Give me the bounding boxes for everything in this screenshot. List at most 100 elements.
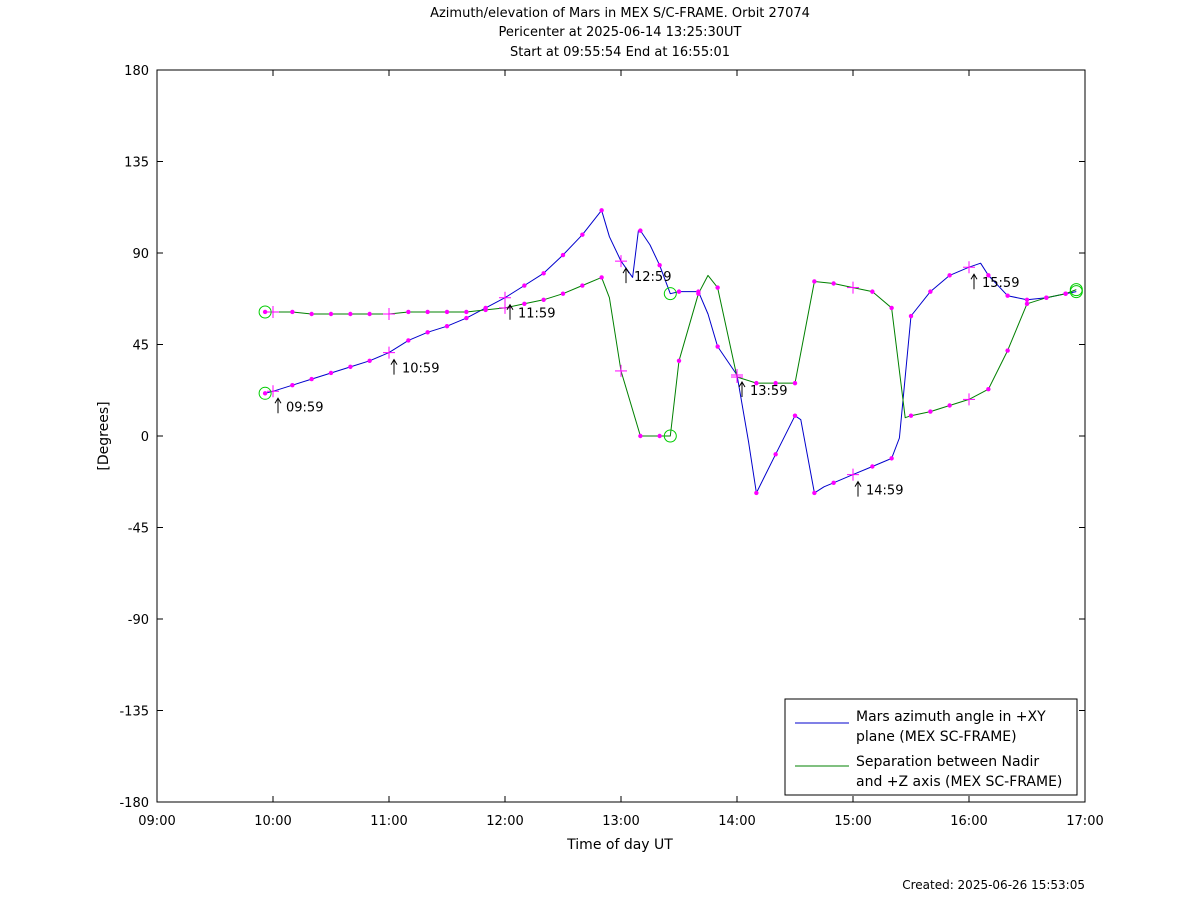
created-timestamp: Created: 2025-06-26 15:53:05 (902, 878, 1085, 892)
separation-marker (831, 281, 836, 286)
separation-marker (715, 285, 720, 290)
endpoint-circle (258, 305, 272, 319)
y-tick-label: -90 (128, 613, 149, 628)
separation-marker (870, 289, 875, 294)
x-tick-label: 11:00 (370, 814, 407, 829)
x-tick-label: 13:00 (602, 814, 639, 829)
hour-label-arrow (622, 267, 630, 284)
separation-marker (1044, 295, 1049, 300)
data-markers (262, 208, 1068, 496)
x-tick-label: 15:00 (834, 814, 871, 829)
separation-marker (290, 309, 295, 315)
separation-marker (406, 309, 411, 315)
separation-marker (348, 311, 353, 317)
azimuth-marker (560, 252, 566, 258)
separation-marker (792, 380, 798, 386)
azimuth-marker (870, 464, 875, 469)
hour-label-arrow (506, 303, 514, 320)
series-line-azimuth (264, 209, 1077, 494)
azimuth-marker (290, 382, 295, 388)
azimuth-marker (986, 273, 991, 278)
y-tick-label: 0 (141, 430, 149, 445)
separation-marker (444, 309, 450, 315)
separation-marker (367, 311, 372, 317)
azimuth-marker (444, 324, 450, 329)
separation-marker (657, 433, 662, 439)
separation-marker (483, 307, 488, 313)
azimuth-marker (831, 480, 836, 485)
separation-marker (1063, 291, 1068, 296)
hour-label: 15:59 (982, 276, 1019, 291)
separation-marker (425, 309, 430, 315)
separation-marker (1005, 348, 1010, 353)
azimuth-marker (309, 376, 314, 382)
chart-subtitle-pericenter: Pericenter at 2025-06-14 13:25:30UT (498, 25, 741, 40)
hour-marks: 09:59 10:59 11:59 12:59 13:59 14:59 15:59 (267, 255, 1019, 499)
azimuth-marker (464, 315, 469, 321)
separation-marker (638, 433, 643, 439)
separation-marker (1024, 301, 1030, 307)
endpoint-circle (663, 429, 677, 443)
azimuth-marker (773, 452, 778, 457)
azimuth-marker (406, 338, 411, 343)
separation-marker (560, 291, 566, 296)
azimuth-marker (328, 370, 334, 376)
axis-ticks: 09:00 10:00 11:00 12:00 13:00 14:00 15:00 16:00… (119, 64, 1103, 829)
hour-label-arrow (390, 358, 398, 375)
azimuth-marker (638, 228, 643, 233)
hour-label-arrow (274, 397, 282, 414)
separation-marker (812, 279, 817, 284)
y-tick-label: 135 (124, 156, 149, 171)
azimuth-marker (715, 344, 720, 349)
hour-label-arrow (738, 381, 746, 397)
y-tick-label: 45 (132, 339, 149, 354)
separation-marker (580, 283, 585, 288)
y-axis-label: [Degrees] (96, 401, 112, 470)
separation-marker (464, 309, 469, 315)
hour-label: 10:59 (402, 362, 439, 377)
azimuth-marker (889, 456, 894, 461)
azimuth-marker (348, 364, 353, 370)
y-tick-label: 180 (124, 64, 149, 79)
separation-marker (328, 311, 334, 317)
y-tick-label: -180 (119, 796, 149, 811)
separation-marker (676, 358, 682, 363)
endpoint-circle (663, 287, 677, 301)
separation-marker (262, 309, 268, 315)
azimuth-marker (754, 490, 759, 496)
separation-marker (522, 301, 527, 307)
separation-marker (696, 291, 701, 296)
endpoint-circle (1069, 283, 1083, 297)
separation-marker (908, 413, 914, 418)
azimuth-marker (676, 289, 682, 294)
azimuth-marker (599, 208, 604, 213)
x-axis-label: Time of day UT (566, 837, 673, 853)
x-tick-label: 16:00 (950, 814, 987, 829)
separation-marker (947, 403, 952, 408)
series-lines (264, 209, 1077, 494)
azimuth-marker (947, 273, 952, 278)
azimuth-marker (908, 313, 914, 319)
hour-label-arrow (854, 480, 862, 497)
separation-marker (309, 311, 314, 317)
azimuth-marker (580, 232, 585, 237)
y-tick-label: -135 (119, 705, 149, 720)
azimuth-marker (262, 391, 268, 396)
azimuth-marker (1024, 297, 1030, 302)
x-tick-label: 17:00 (1066, 814, 1103, 829)
x-tick-label: 12:00 (486, 814, 523, 829)
series-line-separation (265, 274, 1077, 437)
hour-label: 09:59 (286, 400, 323, 415)
azimuth-marker (522, 283, 527, 288)
azimuth-marker (541, 271, 546, 276)
separation-marker (754, 380, 759, 386)
separation-marker (928, 409, 933, 414)
azimuth-marker (812, 490, 817, 496)
separation-marker (986, 387, 991, 392)
legend-label-separation-line2: and +Z axis (MEX SC-FRAME) (856, 774, 1062, 790)
legend-box (784, 698, 1078, 796)
azimuth-marker (928, 289, 933, 294)
legend: Mars azimuth angle in +XY plane (MEX SC-… (784, 698, 1078, 796)
hour-label-arrow (970, 273, 978, 290)
